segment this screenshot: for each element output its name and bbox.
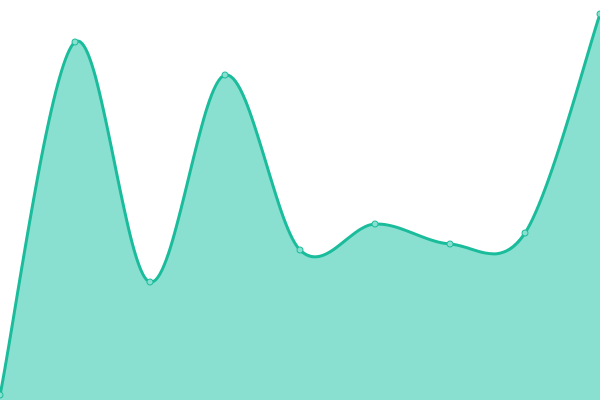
area-fill xyxy=(0,14,600,400)
data-points xyxy=(0,10,600,399)
data-point xyxy=(596,10,600,18)
data-point xyxy=(146,278,154,286)
data-point xyxy=(71,38,79,46)
data-point xyxy=(296,246,304,254)
data-point xyxy=(521,229,529,237)
data-point xyxy=(0,391,4,399)
data-point xyxy=(371,220,379,228)
data-point xyxy=(446,240,454,248)
data-point xyxy=(221,71,229,79)
